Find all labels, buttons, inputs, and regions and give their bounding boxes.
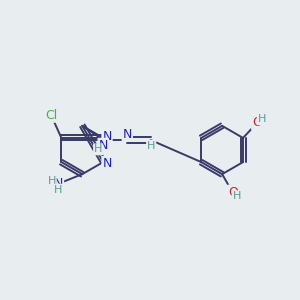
Text: O: O — [252, 116, 262, 129]
Text: H: H — [232, 191, 241, 201]
Text: H: H — [94, 144, 102, 154]
Text: H: H — [258, 115, 266, 124]
Text: H: H — [147, 141, 155, 151]
Text: N: N — [123, 128, 132, 141]
Text: N: N — [102, 157, 112, 170]
Text: N: N — [98, 139, 108, 152]
Text: O: O — [228, 186, 238, 199]
Text: H: H — [54, 184, 62, 195]
Text: Cl: Cl — [45, 109, 58, 122]
Text: N: N — [54, 177, 63, 190]
Text: H: H — [47, 176, 56, 186]
Text: N: N — [102, 130, 112, 143]
